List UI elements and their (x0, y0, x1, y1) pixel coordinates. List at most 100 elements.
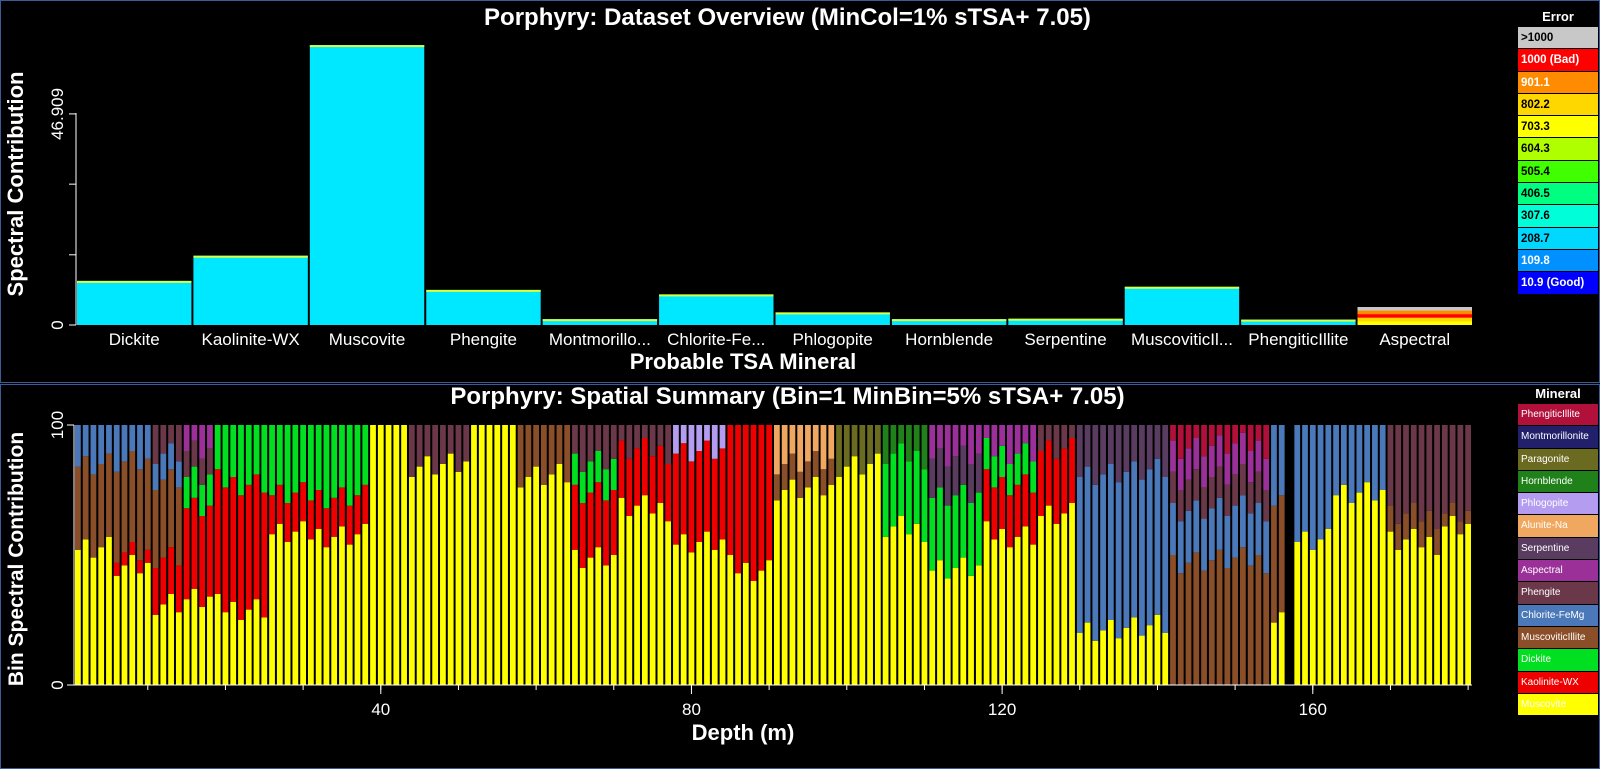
bar-kaolinitewx (129, 542, 136, 555)
bar-muscovite (649, 513, 656, 685)
bar-phengite (1395, 425, 1402, 524)
bar-dickite (300, 425, 306, 483)
x-tick-label: Montmorillo... (549, 330, 651, 349)
depth-segment-4 (214, 425, 268, 685)
bar-muscoviticillite (1426, 510, 1433, 537)
bar-muscovite (113, 575, 120, 685)
mineral-legend-item-11: Dickite (1518, 649, 1598, 672)
bar-phengite (1255, 471, 1262, 503)
error-legend-item-5: 604.3 (1518, 138, 1598, 161)
bar-phengite (1441, 425, 1448, 514)
bar-muscovite (253, 599, 260, 685)
bar-kaolinitewx (193, 255, 308, 325)
bar-phlogopite (696, 425, 703, 451)
bar-muscovite (331, 536, 338, 685)
bar-muscovite (106, 536, 112, 685)
bar-muscovite (983, 521, 990, 685)
bar-muscoviticillite (98, 464, 105, 548)
bar-error-edge (659, 294, 774, 297)
bar-phengiticillite (1216, 425, 1223, 436)
bar-kaolinitewx (144, 549, 151, 563)
bar-muscovite (1410, 529, 1417, 685)
bar-muscovite (1387, 531, 1394, 685)
bar-phengite (160, 425, 167, 454)
bar-dickite (921, 469, 928, 542)
bar-muscovite (471, 425, 477, 685)
bar-kaolinitewx (191, 497, 198, 589)
bar-phengite (649, 425, 656, 457)
bar-muscovite (385, 425, 392, 685)
bar-muscoviticillite (1193, 552, 1200, 685)
bar-phengite (207, 448, 213, 475)
bar-phengiticillite (1240, 425, 1246, 433)
error-legend-item-11: 10.9 (Good) (1518, 272, 1598, 295)
bar-kaolinitewx (999, 477, 1005, 529)
bar-dickite (183, 477, 190, 509)
bar-muscoviticillite (828, 458, 835, 485)
bar-phlogopite (775, 312, 890, 325)
bar-phengite (1208, 477, 1215, 509)
bar-muscoviticillite (106, 453, 112, 537)
bar-hornblende (906, 425, 912, 462)
bar-muscovite (882, 536, 889, 685)
bar-phengite (408, 425, 415, 477)
bar-kaolinitewx (199, 516, 206, 607)
bar-dickite (207, 474, 213, 506)
bar-muscovite (440, 464, 446, 685)
bar-muscovite (393, 425, 400, 685)
bar-dickite (1030, 461, 1037, 493)
bar-muscovite (183, 599, 190, 685)
bar-muscoviticillite (144, 458, 151, 550)
bar-muscoviticillite (168, 469, 174, 548)
bar-chloritefemg (1294, 425, 1301, 542)
bar-chloritefemg (1076, 477, 1083, 633)
bar-dickite (191, 466, 198, 498)
bar-phengite (1263, 490, 1270, 522)
bar-dickite (1014, 453, 1021, 485)
bar-muscovite (1053, 523, 1060, 685)
bar-chloritefemg (1154, 458, 1161, 615)
bar-muscovite (401, 425, 407, 685)
bar-phengite (657, 425, 664, 446)
bar-serpentine (1123, 425, 1130, 472)
bar-serpentine (1154, 425, 1161, 459)
depth-segment-26 (1441, 425, 1471, 685)
bar-muscoviticillite (789, 453, 796, 480)
bar-kaolinitewx (222, 487, 229, 613)
bar-kaolinitewx (727, 425, 734, 555)
bar-phengite (1193, 469, 1200, 501)
error-legend-item-3: 802.2 (1518, 93, 1598, 117)
x-tick-label: 160 (1299, 700, 1327, 719)
bar-muscovite (284, 542, 291, 685)
bar-serpentine (960, 445, 967, 485)
bar-serpentine (1092, 425, 1099, 485)
bar-kaolinitewx (1014, 484, 1021, 537)
bar-muscovite (1014, 536, 1021, 685)
bar-chloritefemg (1208, 508, 1215, 561)
bar-phengite (463, 425, 470, 462)
bar-chloritefemg (1177, 521, 1184, 574)
bar-phengite (1053, 425, 1060, 459)
bar-dickite (238, 425, 244, 496)
bar-muscovite (1317, 539, 1324, 685)
bar-chloritefe (659, 294, 774, 325)
bar-alunitena (805, 425, 811, 462)
x-tick-label: Muscovite (329, 330, 406, 349)
bar-chloritefemg (1131, 461, 1138, 618)
bar-kaolinitewx (284, 503, 291, 542)
bar-paragonite (867, 425, 873, 464)
bar-kaolinitewx (1069, 438, 1075, 503)
bar-kaolinitewx (1022, 474, 1029, 527)
bar-dickite (975, 492, 982, 566)
bar-muscovite (1115, 638, 1122, 685)
bar-muscovite (680, 534, 687, 685)
bar-aspectral (207, 425, 213, 449)
error-legend-title: Error (1542, 9, 1574, 24)
bar-phengite (1185, 479, 1192, 511)
bar-serpentine (1131, 425, 1138, 462)
depth-segment-18 (983, 425, 1037, 685)
bar-aspectral (1177, 458, 1184, 490)
bar-chloritefemg (1372, 425, 1378, 501)
mineral-legend-item-7: Aspectral (1518, 560, 1598, 583)
bar-chloritefemg (1107, 464, 1114, 620)
